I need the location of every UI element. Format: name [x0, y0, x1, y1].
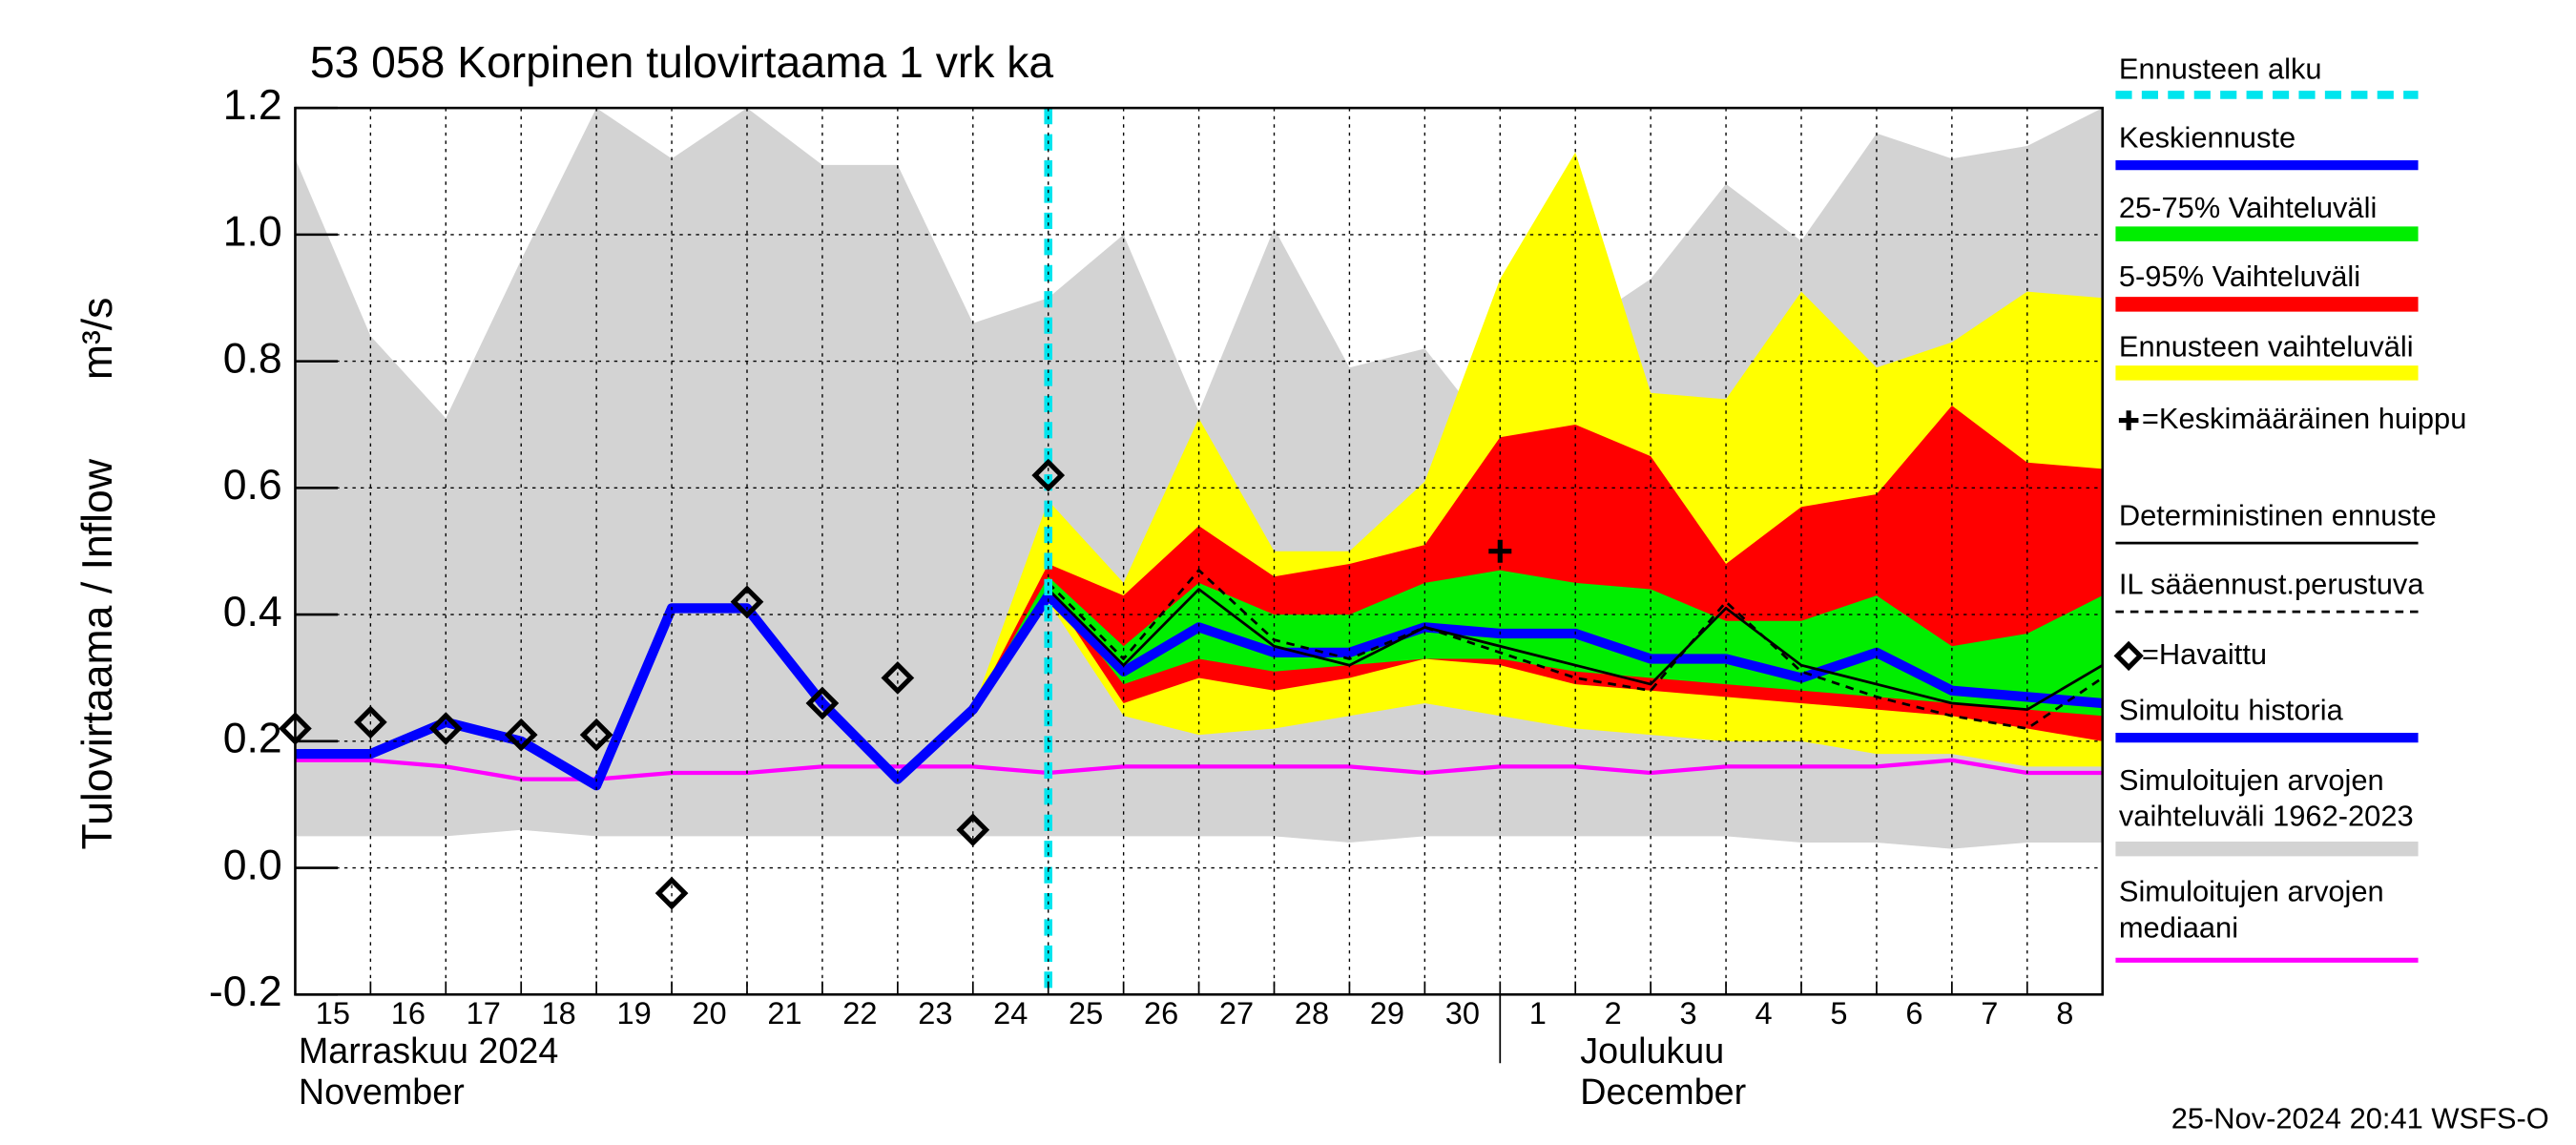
legend-label: Simuloitujen arvojen vaihteluväli 1962-2… — [2118, 763, 2414, 833]
x-tick-label: 3 — [1680, 996, 1697, 1030]
y-axis-unit: m³/s — [74, 298, 121, 381]
x-tick-label: 15 — [316, 996, 350, 1030]
legend-label-box: 5-95% Vaihteluväli — [2118, 260, 2361, 293]
month-label: Marraskuu 2024 — [299, 1030, 558, 1071]
legend-label: Simuloitu historia — [2118, 693, 2343, 727]
x-tick-label: 27 — [1219, 996, 1254, 1030]
y-tick-label: 0.2 — [223, 716, 282, 762]
plot-frame — [294, 106, 2104, 996]
x-tick-label: 28 — [1295, 996, 1329, 1030]
observation-marker — [956, 813, 990, 847]
legend-label: Ennusteen vaihteluväli — [2118, 330, 2414, 364]
x-tick-label: 24 — [993, 996, 1028, 1030]
legend-label-box: =Keskimääräinen huippu — [2141, 402, 2467, 435]
legend-label-box: Simuloitu historia — [2118, 693, 2343, 727]
x-tick-label: 21 — [767, 996, 801, 1030]
y-tick-label: -0.2 — [209, 968, 282, 1015]
x-tick-label: 18 — [542, 996, 576, 1030]
legend-label-box: Simuloitujen arvojen vaihteluväli 1962-2… — [2118, 763, 2414, 833]
legend-label: Simuloitujen arvojen mediaani — [2118, 875, 2384, 945]
x-tick-label: 26 — [1144, 996, 1178, 1030]
x-tick-label: 25 — [1069, 996, 1103, 1030]
legend-label: Ennusteen alku — [2118, 52, 2322, 86]
x-tick-label: 22 — [842, 996, 877, 1030]
x-tick-label: 2 — [1605, 996, 1622, 1030]
x-tick-label: 19 — [616, 996, 651, 1030]
legend-symbol — [2113, 640, 2144, 672]
y-tick-label: 0.4 — [223, 589, 282, 635]
y-tick-label: 1.2 — [223, 82, 282, 129]
x-tick-label: 7 — [1981, 996, 1998, 1030]
y-axis-label: Tulovirtaama / Inflow — [74, 458, 121, 849]
x-tick-label: 5 — [1830, 996, 1847, 1030]
legend-label-box: Keskiennuste — [2118, 120, 2296, 155]
y-tick-label: 0.8 — [223, 335, 282, 382]
chart-title: 53 058 Korpinen tulovirtaama 1 vrk ka — [310, 37, 1054, 87]
observation-marker — [354, 705, 387, 739]
x-tick-label: 16 — [391, 996, 426, 1030]
x-tick-label: 17 — [467, 996, 501, 1030]
legend-label: Deterministinen ennuste — [2118, 498, 2437, 532]
y-tick-label: 1.0 — [223, 209, 282, 256]
legend-symbol — [2118, 410, 2139, 430]
plot-area: -0.20.00.20.40.60.81.01.215 16 17 18 19 20 21 2… — [209, 82, 2104, 1112]
footer: 25-Nov-2024 20:41 WSFS-O — [2171, 1101, 2549, 1135]
legend-label-box: 25-75% Vaihteluväli — [2118, 191, 2378, 224]
legend-label-box: Deterministinen ennuste — [2118, 498, 2437, 532]
observation-marker — [654, 876, 689, 910]
observation-marker — [428, 712, 463, 745]
month-label: December — [1580, 1072, 1746, 1112]
x-tick-label: 1 — [1529, 996, 1547, 1030]
legend-label: Keskiennuste — [2118, 120, 2296, 155]
line — [1047, 569, 2103, 730]
y-tick-label: 0.0 — [223, 842, 282, 888]
x-tick-label: 20 — [692, 996, 726, 1030]
legend-label-box: IL sääennust.perustuva — [2118, 567, 2424, 601]
month-label: November — [299, 1072, 465, 1112]
legend-label: 25-75% Vaihteluväli — [2118, 191, 2378, 224]
legend-label-box: Simuloitujen arvojen mediaani — [2118, 875, 2384, 945]
x-tick-label: 30 — [1445, 996, 1480, 1030]
legend-label: =Keskimääräinen huippu — [2141, 402, 2467, 435]
band — [972, 570, 2103, 717]
month-label: Joulukuu — [1580, 1030, 1724, 1071]
legend-label: IL sääennust.perustuva — [2118, 567, 2424, 601]
legend-label-box: =Havaittu — [2141, 637, 2268, 671]
legend-label: =Havaittu — [2141, 637, 2268, 671]
legend-label-box: Ennusteen vaihteluväli — [2118, 330, 2414, 364]
x-tick-label: 6 — [1905, 996, 1922, 1030]
y-tick-label: 0.6 — [223, 462, 282, 509]
x-tick-label: 29 — [1370, 996, 1404, 1030]
legend-label: 5-95% Vaihteluväli — [2118, 260, 2361, 293]
legend-label-box: Ennusteen alku — [2118, 52, 2322, 86]
x-tick-label: 8 — [2056, 996, 2073, 1030]
x-tick-label: 4 — [1755, 996, 1772, 1030]
x-tick-label: 23 — [918, 996, 952, 1030]
